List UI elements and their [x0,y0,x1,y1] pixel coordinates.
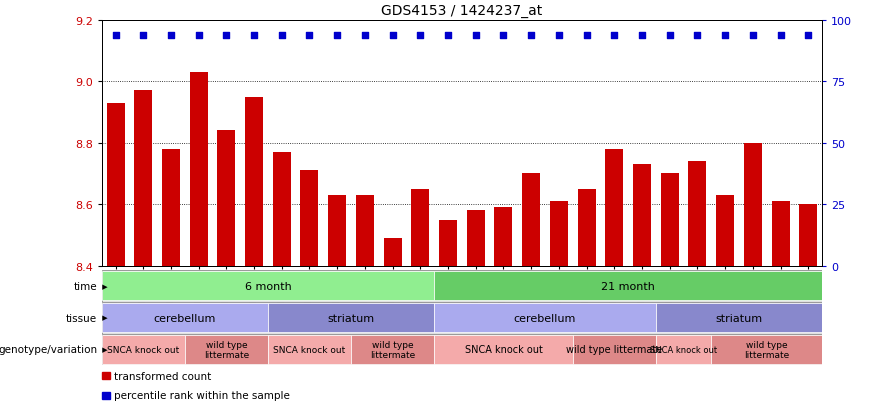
Bar [273,152,291,266]
Bar [522,174,540,266]
Point [690,33,705,39]
Bar [134,91,152,266]
Point [302,33,316,39]
Bar [799,205,818,266]
Text: striatum: striatum [715,313,763,323]
Bar [573,335,656,364]
Point [275,33,289,39]
Point [746,33,760,39]
Point [469,33,483,39]
Bar [245,97,263,266]
Text: ▶: ▶ [100,283,108,289]
Point [718,33,732,39]
Text: cerebellum: cerebellum [514,313,576,323]
Point [109,33,123,39]
Bar [185,335,268,364]
Point [219,33,233,39]
Bar [467,211,484,266]
Point [497,33,511,39]
Text: percentile rank within the sample: percentile rank within the sample [113,391,289,401]
Text: wild type
littermate: wild type littermate [203,340,249,359]
Bar [411,189,430,266]
Text: SNCA knock out: SNCA knock out [650,345,717,354]
Text: SNCA knock out: SNCA knock out [464,344,543,355]
Text: SNCA knock out: SNCA knock out [107,345,179,354]
Bar [102,335,185,364]
Title: GDS4153 / 1424237_at: GDS4153 / 1424237_at [381,4,543,18]
Bar [301,171,318,266]
Bar [268,335,351,364]
Text: genotype/variation: genotype/variation [0,344,97,355]
Bar [102,392,110,399]
Bar [716,195,734,266]
Bar [328,195,347,266]
Point [524,33,538,39]
Point [774,33,788,39]
Bar [660,174,679,266]
Text: cerebellum: cerebellum [154,313,216,323]
Text: ▶: ▶ [100,315,108,321]
Point [607,33,621,39]
Point [247,33,261,39]
Text: 21 month: 21 month [601,281,655,291]
Bar [606,150,623,266]
Bar [102,271,434,301]
Point [801,33,815,39]
Text: striatum: striatum [327,313,375,323]
Bar [434,335,573,364]
Text: wild type littermate: wild type littermate [566,344,662,355]
Text: transformed count: transformed count [113,371,210,381]
Bar [268,303,434,332]
Bar [351,335,434,364]
Text: wild type
littermate: wild type littermate [370,340,415,359]
Point [663,33,677,39]
Bar [102,373,110,380]
Bar [656,335,712,364]
Bar [743,143,762,266]
Point [330,33,344,39]
Bar [633,165,651,266]
Bar [356,195,374,266]
Bar [656,303,822,332]
Point [552,33,566,39]
Point [413,33,427,39]
Bar [434,271,822,301]
Bar [162,150,180,266]
Text: 6 month: 6 month [245,281,292,291]
Point [441,33,455,39]
Point [580,33,594,39]
Bar [106,103,125,266]
Bar [102,303,268,332]
Bar [434,303,656,332]
Text: time: time [73,281,97,291]
Point [385,33,400,39]
Point [164,33,178,39]
Bar [689,162,706,266]
Bar [550,202,568,266]
Text: tissue: tissue [66,313,97,323]
Text: wild type
littermate: wild type littermate [744,340,789,359]
Bar [217,131,235,266]
Text: ▶: ▶ [100,347,108,353]
Bar [494,208,513,266]
Bar [190,73,208,266]
Text: SNCA knock out: SNCA knock out [273,345,346,354]
Point [358,33,372,39]
Point [192,33,206,39]
Bar [384,238,401,266]
Point [136,33,150,39]
Point [635,33,649,39]
Bar [439,220,457,266]
Bar [712,335,822,364]
Bar [577,189,596,266]
Bar [772,202,789,266]
